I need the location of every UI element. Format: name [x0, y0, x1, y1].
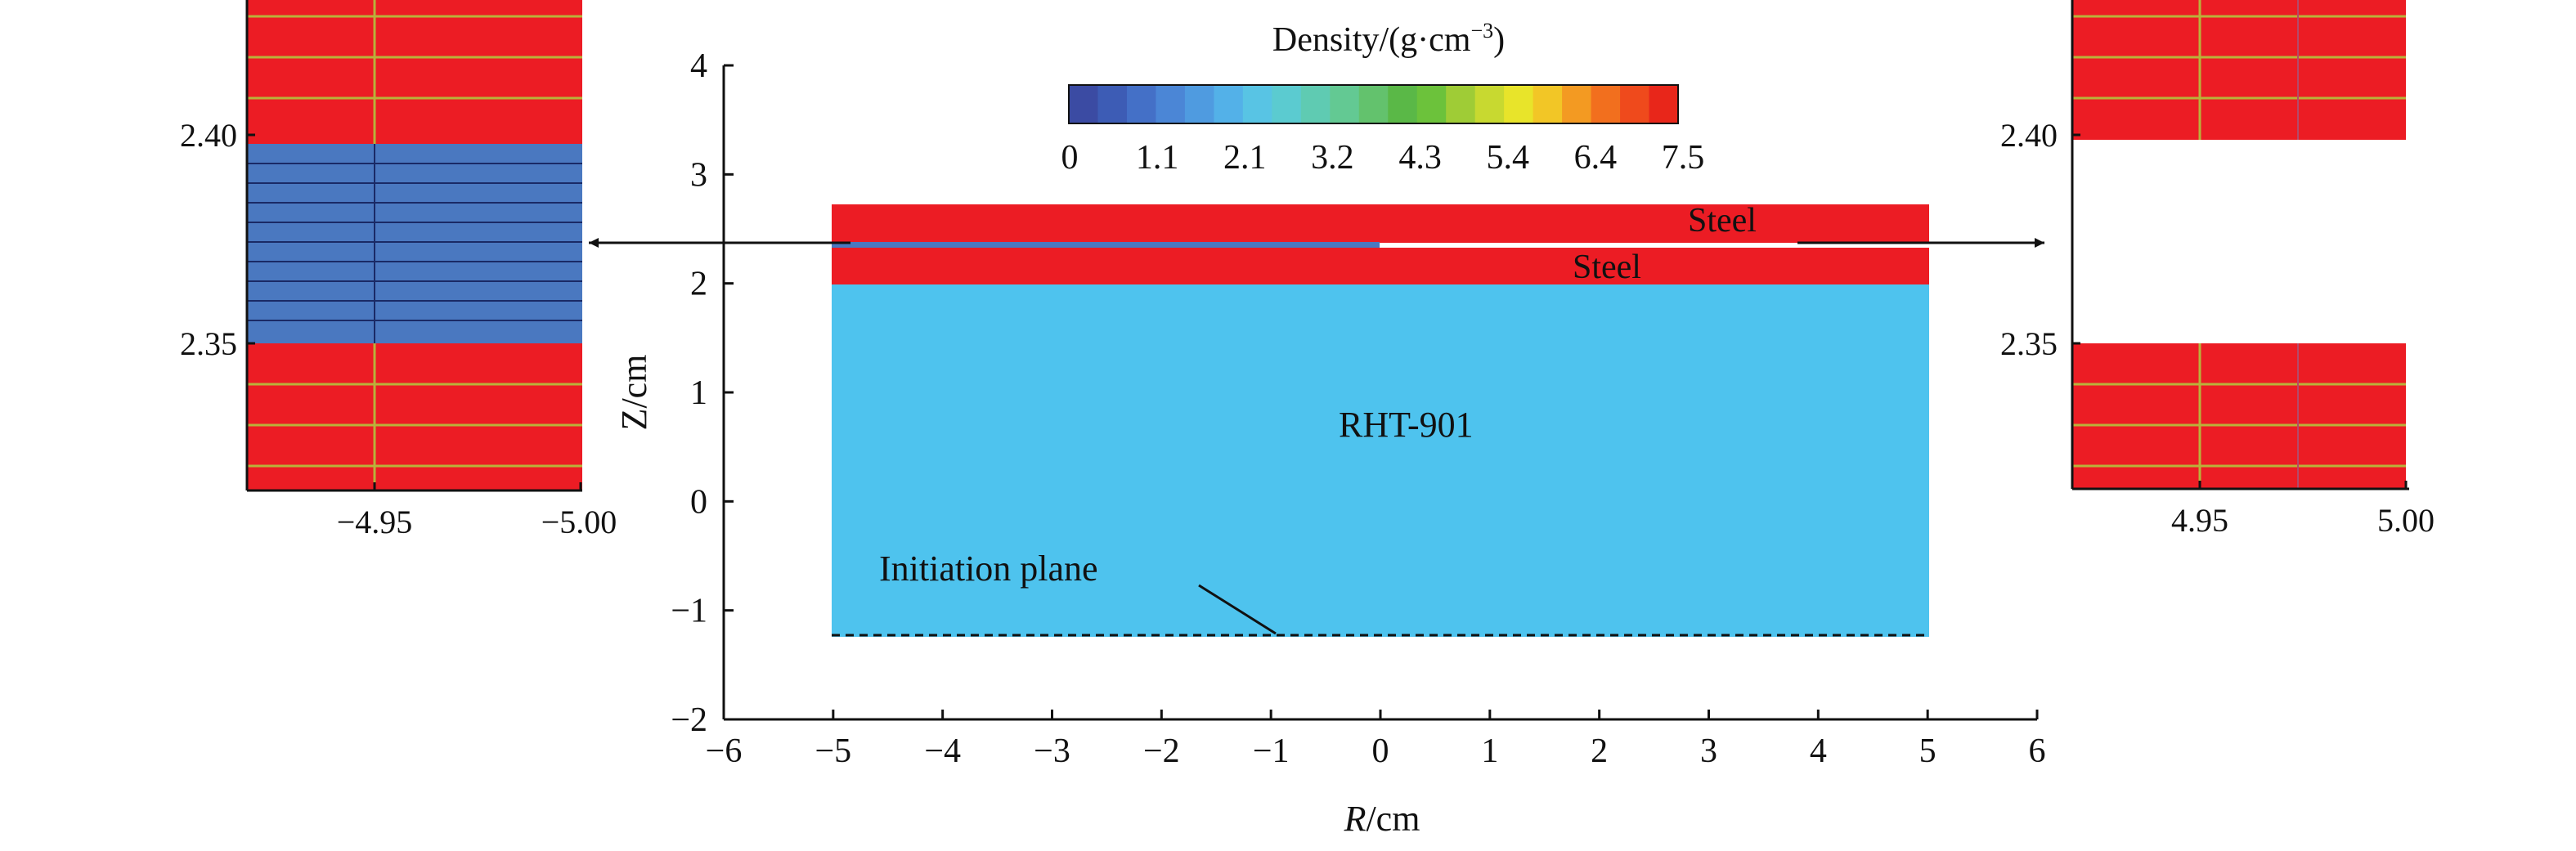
colorbar-title-close: ): [1493, 21, 1505, 59]
initiation-plane-label: Initiation plane: [879, 549, 1098, 589]
colorbar-segment: [1446, 85, 1476, 123]
y-tick-label: 2: [690, 266, 707, 303]
colorbar-tick-label: 3.2: [1311, 139, 1354, 177]
colorbar-segment: [1416, 85, 1447, 123]
colorbar-segment: [1649, 85, 1679, 123]
explosive-region: [832, 284, 1929, 637]
right-inset-xtick-label: 4.95: [2171, 502, 2228, 539]
x-tick-label: −5: [815, 732, 851, 770]
colorbar-segments: [1069, 85, 1679, 123]
x-tick-label: 3: [1700, 732, 1717, 770]
colorbar-segment: [1242, 85, 1272, 123]
colorbar-tick-label: 1.1: [1136, 139, 1179, 177]
colorbar-tick-label: 5.4: [1486, 139, 1529, 177]
right-inset-ytick-label: 2.35: [2000, 325, 2058, 362]
colorbar-title: Density/(g·cm−3): [1272, 19, 1505, 59]
x-tick-label: −4: [924, 732, 961, 770]
right-inset-ytick-label: 2.40: [2000, 117, 2058, 154]
right-inset-steel-bottom: [2072, 343, 2406, 489]
interface-gap-region: [832, 242, 1380, 248]
left-inset-xtick-label: −4.95: [337, 504, 413, 540]
right-inset-grid: [2072, 0, 2406, 489]
left-inset-steel-top: [247, 0, 582, 144]
y-axis-title: Z/cm: [614, 355, 654, 431]
y-tick-label: 4: [690, 47, 707, 85]
x-tick-label: −2: [1143, 732, 1180, 770]
colorbar-segment: [1620, 85, 1650, 123]
steel-plate-top: [832, 204, 1929, 243]
steel-plate-bottom: [832, 248, 1929, 284]
colorbar-labels: 0 1.1 2.1 3.2 4.3 5.4 6.4 7.5: [1061, 139, 1705, 177]
colorbar-tick-label: 6.4: [1574, 139, 1618, 177]
colorbar-segment: [1214, 85, 1244, 123]
colorbar-title-main: Density/(g·cm: [1272, 21, 1471, 59]
colorbar-segment: [1300, 85, 1331, 123]
left-inset-xtick-label: −5.00: [541, 504, 617, 540]
density-colorbar: Density/(g·cm−3) 0 1.1 2.1 3.2 4.3 5.4 6.4 7.5: [1061, 19, 1705, 177]
left-inset-ytick-label: 2.35: [180, 325, 237, 362]
x-axis-title-rest: /cm: [1366, 799, 1420, 839]
x-tick-label: 2: [1591, 732, 1608, 770]
colorbar-segment: [1591, 85, 1621, 123]
colorbar-segment: [1184, 85, 1214, 123]
colorbar-title-exponent: −3: [1470, 19, 1493, 43]
colorbar-segment: [1069, 85, 1099, 123]
colorbar-tick-label: 7.5: [1662, 139, 1705, 177]
left-inset-ytick-label: 2.40: [180, 117, 237, 154]
x-tick-label: −1: [1253, 732, 1290, 770]
colorbar-tick-label: 0: [1061, 139, 1079, 177]
colorbar-tick-label: 2.1: [1223, 139, 1267, 177]
y-tick-label: −2: [671, 701, 707, 739]
colorbar-segment: [1272, 85, 1302, 123]
left-inset-gap-region: [247, 144, 582, 343]
y-tick-label: 3: [690, 156, 707, 194]
colorbar-frame: [1068, 84, 1679, 124]
left-inset-steel-bottom: [247, 343, 582, 490]
colorbar-segment: [1474, 85, 1505, 123]
y-tick-label: 0: [690, 483, 707, 521]
colorbar-segment: [1156, 85, 1186, 123]
colorbar-segment: [1330, 85, 1360, 123]
y-tick-label: −1: [671, 593, 707, 630]
x-tick-label: 1: [1481, 732, 1498, 770]
x-tick-label: 5: [1919, 732, 1936, 770]
initiation-leader-line: [1198, 584, 1277, 635]
colorbar-segment: [1126, 85, 1157, 123]
steel-top-label: Steel: [1688, 202, 1757, 240]
x-axis-title: R/cm: [1344, 799, 1420, 839]
left-inset-grid: [247, 0, 582, 490]
x-tick-label: −6: [706, 732, 743, 770]
right-inset: 2.40 2.35 4.95 5.00: [2000, 0, 2435, 539]
explosive-label: RHT-901: [1339, 405, 1474, 445]
colorbar-segment: [1533, 85, 1563, 123]
x-tick-label: 4: [1810, 732, 1827, 770]
right-inset-xtick-label: 5.00: [2377, 502, 2435, 539]
colorbar-segment: [1388, 85, 1418, 123]
main-x-ticks: −6 −5 −4 −3 −2 −1 0 1 2 3 4 5 6: [706, 710, 2046, 770]
colorbar-segment: [1504, 85, 1534, 123]
colorbar-segment: [1097, 85, 1128, 123]
x-tick-label: −3: [1034, 732, 1070, 770]
colorbar-tick-label: 4.3: [1398, 139, 1442, 177]
y-tick-label: 1: [690, 374, 707, 412]
colorbar-segment: [1358, 85, 1389, 123]
steel-bottom-label: Steel: [1573, 249, 1641, 286]
x-tick-label: 0: [1372, 732, 1389, 770]
right-inset-steel-top: [2072, 0, 2406, 140]
x-axis-title-italic: R: [1344, 799, 1367, 839]
left-inset: 2.40 2.35 −4.95 −5.00: [180, 0, 617, 540]
x-tick-label: 6: [2029, 732, 2046, 770]
main-y-ticks: 4 3 2 1 0 −1 −2: [671, 47, 734, 739]
colorbar-segment: [1562, 85, 1592, 123]
